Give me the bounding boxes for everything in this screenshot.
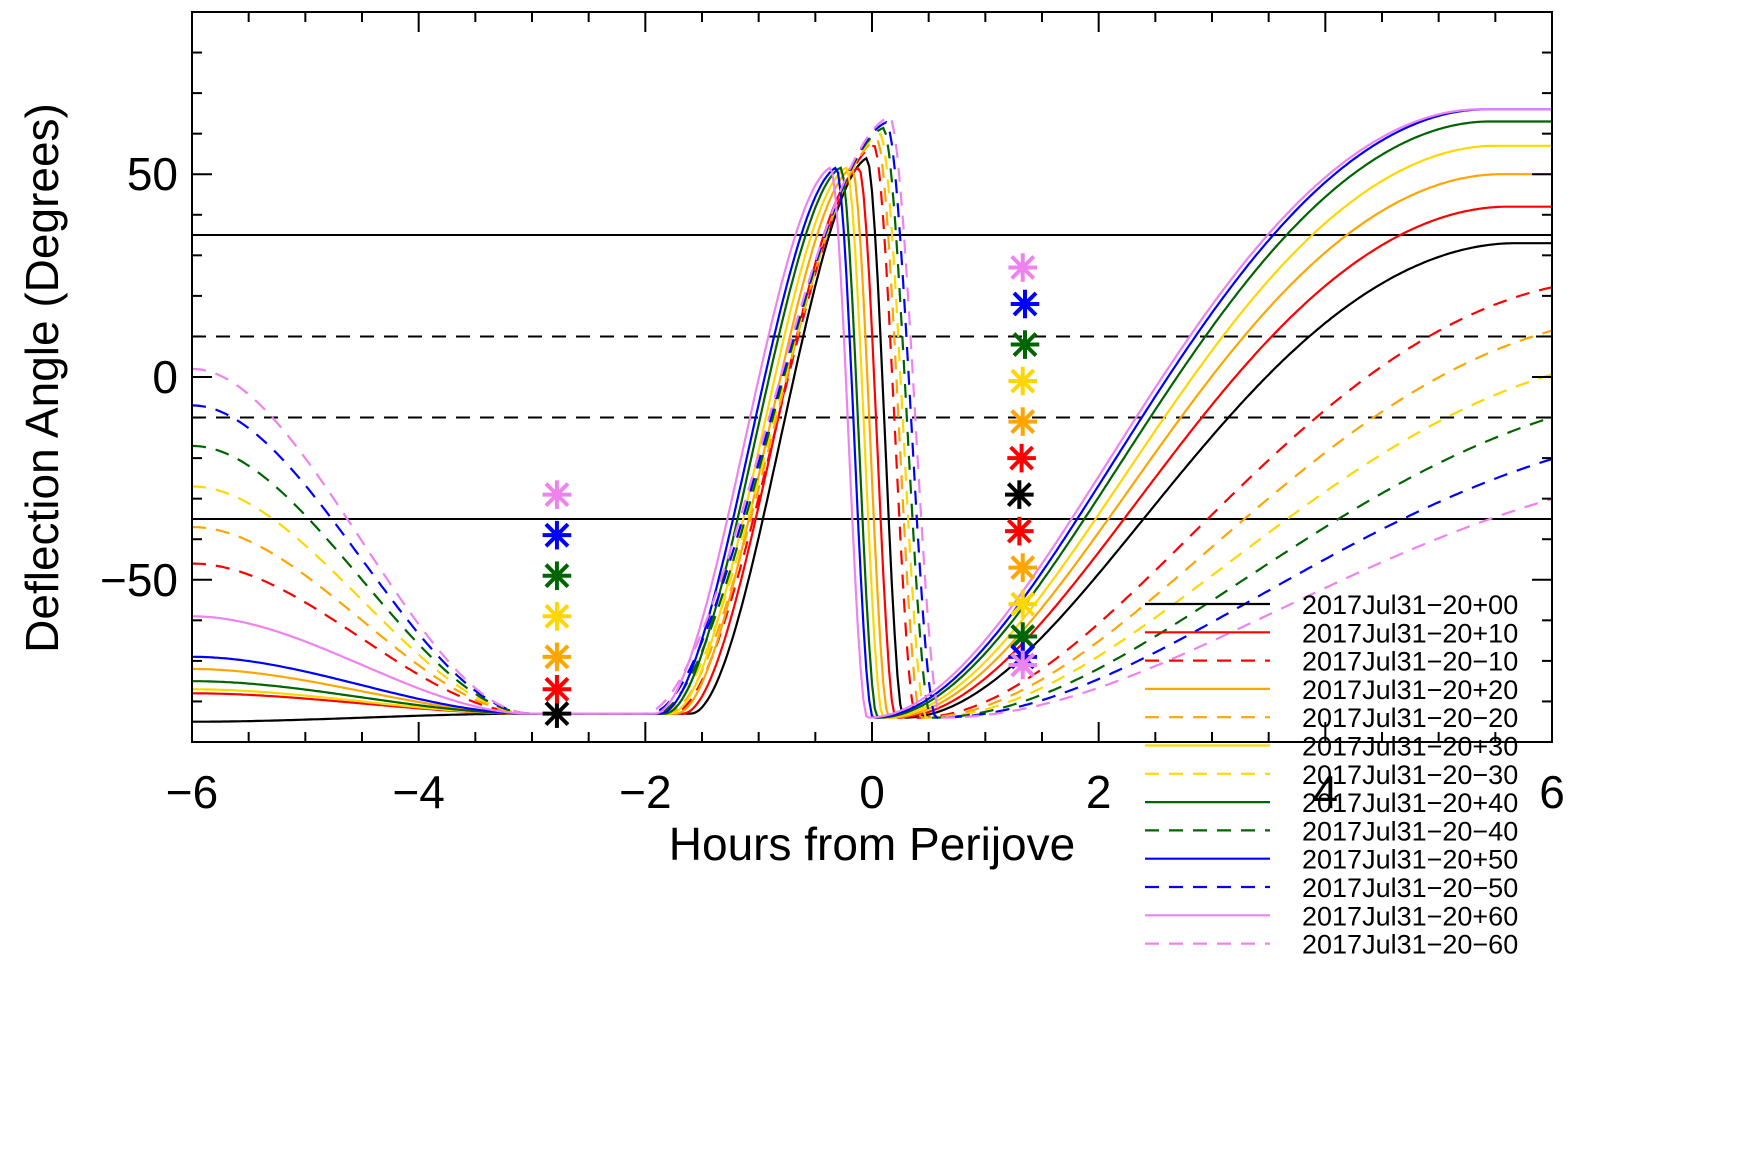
legend: 2017Jul31−20+002017Jul31−20+102017Jul31−…	[1145, 590, 1518, 960]
x-tick-label: 4	[1313, 766, 1339, 818]
series-marker-7-1	[1010, 330, 1040, 359]
series-marker-7-0	[542, 561, 572, 591]
series-marker-6-0	[1008, 589, 1038, 619]
x-tick-label: 2	[1086, 766, 1112, 818]
legend-label-7: 2017Jul31−20+40	[1302, 788, 1518, 818]
x-tick-label: 0	[859, 766, 885, 818]
legend-label-8: 2017Jul31−20−40	[1302, 816, 1518, 846]
series-marker-11-1	[1008, 253, 1038, 282]
tick-labels: −6 −4 −2 0 2 4 6 −50 0 50	[100, 148, 1565, 818]
series-line-8	[192, 126, 1552, 719]
series-marker-2-0	[1005, 516, 1034, 546]
x-tick-label: −4	[392, 766, 444, 818]
series-marker-1-0	[542, 674, 572, 704]
legend-label-10: 2017Jul31−20−50	[1302, 873, 1518, 903]
series-marker-9-1	[1010, 289, 1040, 319]
series-line-4	[192, 138, 1552, 719]
x-tick-label: −2	[619, 766, 671, 818]
series-line-5	[192, 144, 1552, 719]
series-line-9	[192, 108, 1552, 719]
reference-lines	[192, 234, 1552, 520]
x-axis-title: Hours from Perijove	[669, 818, 1075, 870]
series-marker-12-0	[1008, 650, 1038, 680]
legend-label-12: 2017Jul31−20−60	[1302, 930, 1518, 960]
series-marker-5-1	[1008, 366, 1038, 396]
x-tick-label: −6	[166, 766, 218, 818]
series-marker-9-0	[542, 520, 572, 550]
legend-label-11: 2017Jul31−20+60	[1302, 901, 1518, 931]
series-marker-0-0	[542, 699, 572, 728]
series-marker-0-1	[1005, 480, 1034, 509]
marker-layer	[542, 253, 1040, 728]
series-layer	[192, 108, 1552, 723]
axis-ticks	[191, 11, 1553, 743]
series-line-3	[192, 166, 1552, 719]
legend-label-2: 2017Jul31−20−10	[1302, 647, 1518, 677]
series-line-0	[192, 156, 1552, 723]
legend-label-1: 2017Jul31−20+10	[1302, 618, 1518, 648]
x-tick-label: 6	[1539, 766, 1565, 818]
series-marker-5-0	[542, 601, 572, 631]
series-marker-4-0	[1008, 553, 1038, 582]
legend-label-5: 2017Jul31−20+30	[1302, 732, 1518, 762]
series-line-10	[192, 120, 1552, 719]
y-axis-title: Deflection Angle (Degrees)	[16, 103, 68, 653]
series-line-12	[192, 115, 1552, 719]
y-tick-label: −50	[100, 554, 178, 606]
series-marker-1-1	[1007, 443, 1036, 473]
series-line-11	[192, 108, 1552, 719]
series-line-7	[192, 120, 1552, 719]
legend-label-3: 2017Jul31−20+20	[1302, 675, 1518, 705]
series-marker-3-0	[542, 642, 572, 672]
legend-label-0: 2017Jul31−20+00	[1302, 590, 1518, 620]
series-marker-3-1	[1008, 407, 1038, 436]
legend-label-4: 2017Jul31−20−20	[1302, 703, 1518, 733]
series-marker-11-0	[542, 480, 572, 509]
legend-label-6: 2017Jul31−20−30	[1302, 760, 1518, 790]
y-tick-label: 0	[152, 351, 178, 403]
y-tick-label: 50	[127, 148, 178, 200]
legend-label-9: 2017Jul31−20+50	[1302, 845, 1518, 875]
series-line-6	[192, 132, 1552, 719]
